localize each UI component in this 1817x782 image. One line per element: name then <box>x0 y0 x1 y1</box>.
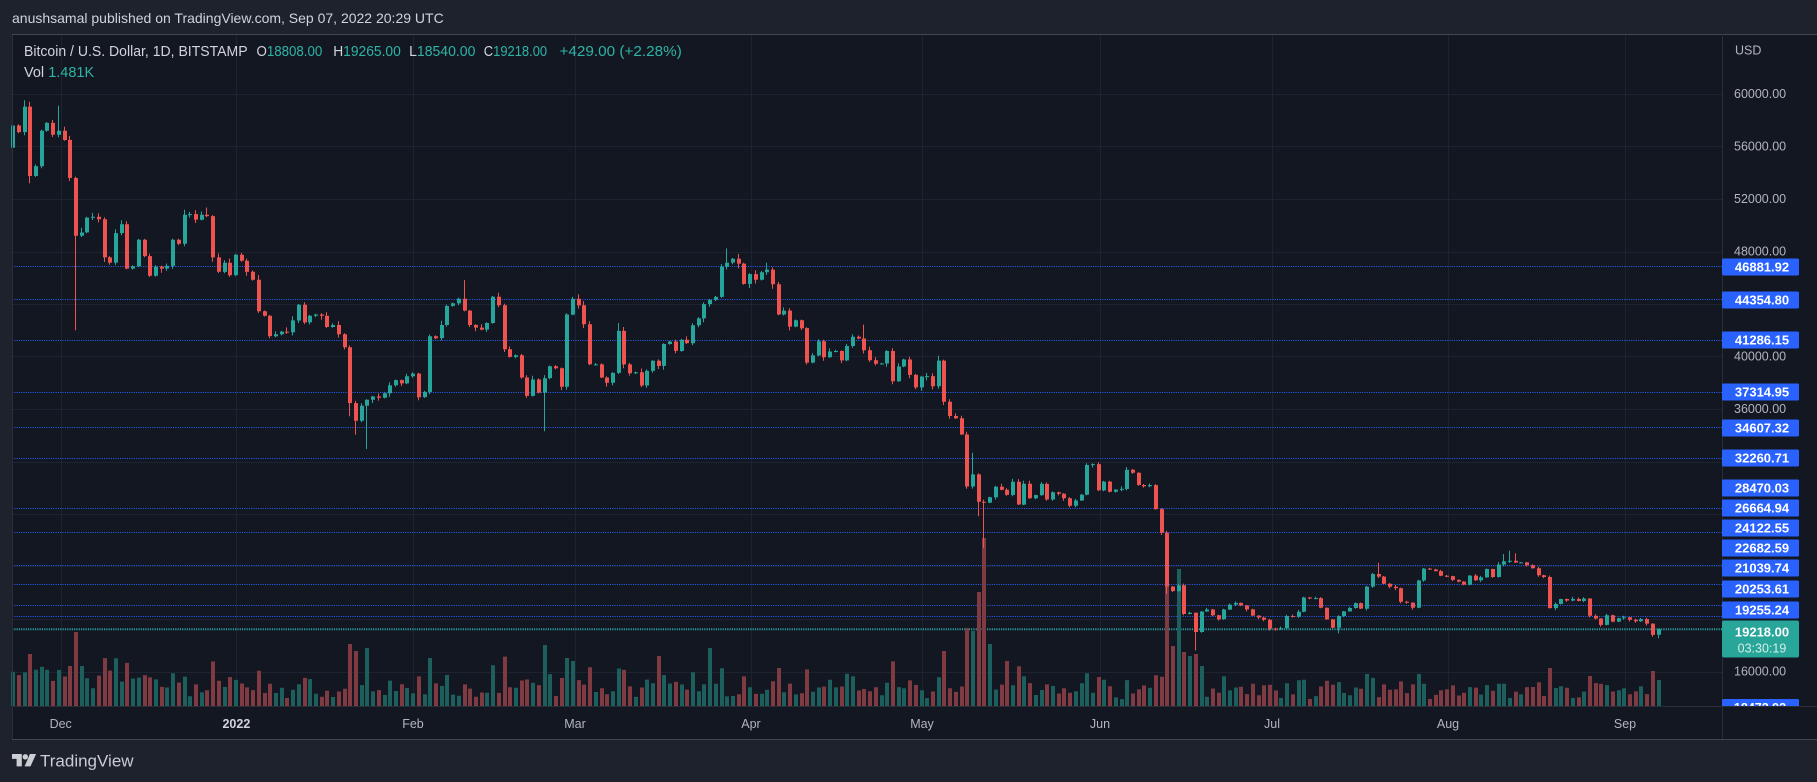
svg-text:TradingView: TradingView <box>40 752 134 771</box>
svg-text:Mar: Mar <box>564 717 586 731</box>
svg-text:52000.00: 52000.00 <box>1734 192 1786 206</box>
svg-text:L18540.00: L18540.00 <box>409 44 475 60</box>
svg-text:48000.00: 48000.00 <box>1734 245 1786 259</box>
svg-text:USD: USD <box>1735 44 1761 58</box>
svg-text:Feb: Feb <box>402 717 424 731</box>
svg-text:Aug: Aug <box>1437 717 1459 731</box>
svg-text:Vol 1.481K: Vol 1.481K <box>24 65 94 81</box>
svg-text:H19265.00: H19265.00 <box>333 44 401 60</box>
svg-text:34607.32: 34607.32 <box>1735 421 1789 436</box>
svg-text:37314.95: 37314.95 <box>1735 385 1789 400</box>
svg-text:40000.00: 40000.00 <box>1734 350 1786 364</box>
svg-text:20253.61: 20253.61 <box>1735 582 1789 597</box>
svg-text:24122.55: 24122.55 <box>1735 521 1789 536</box>
svg-text:26664.94: 26664.94 <box>1735 501 1790 516</box>
svg-text:Dec: Dec <box>50 717 72 731</box>
svg-text:46881.92: 46881.92 <box>1735 260 1789 275</box>
svg-text:Jun: Jun <box>1090 717 1110 731</box>
svg-text:Bitcoin / U.S. Dollar, 1D, BIT: Bitcoin / U.S. Dollar, 1D, BITSTAMP <box>24 44 248 60</box>
svg-text:Apr: Apr <box>741 717 760 731</box>
svg-text:2022: 2022 <box>222 717 250 731</box>
svg-text:19218.00: 19218.00 <box>1735 625 1789 640</box>
svg-text:18472.92: 18472.92 <box>1734 701 1786 715</box>
svg-text:16000.00: 16000.00 <box>1734 665 1786 679</box>
svg-text:44354.80: 44354.80 <box>1735 293 1789 308</box>
svg-text:anushsamal published on Tradin: anushsamal published on TradingView.com,… <box>12 10 444 26</box>
svg-text:32260.71: 32260.71 <box>1735 451 1789 466</box>
svg-text:56000.00: 56000.00 <box>1734 140 1786 154</box>
svg-text:36000.00: 36000.00 <box>1734 402 1786 416</box>
svg-text:03:30:19: 03:30:19 <box>1738 642 1787 656</box>
svg-text:60000.00: 60000.00 <box>1734 87 1786 101</box>
svg-text:Sep: Sep <box>1614 717 1636 731</box>
svg-text:O18808.00: O18808.00 <box>257 44 323 60</box>
svg-text:May: May <box>910 717 934 731</box>
svg-text:21039.74: 21039.74 <box>1735 561 1790 576</box>
svg-text:Jul: Jul <box>1264 717 1280 731</box>
svg-text:C19218.00: C19218.00 <box>484 44 547 60</box>
svg-text:22682.59: 22682.59 <box>1735 541 1789 556</box>
svg-text:28470.03: 28470.03 <box>1735 481 1789 496</box>
svg-text:19255.24: 19255.24 <box>1735 603 1790 618</box>
svg-text:+429.00 (+2.28%): +429.00 (+2.28%) <box>560 44 682 60</box>
svg-text:41286.15: 41286.15 <box>1735 333 1789 348</box>
